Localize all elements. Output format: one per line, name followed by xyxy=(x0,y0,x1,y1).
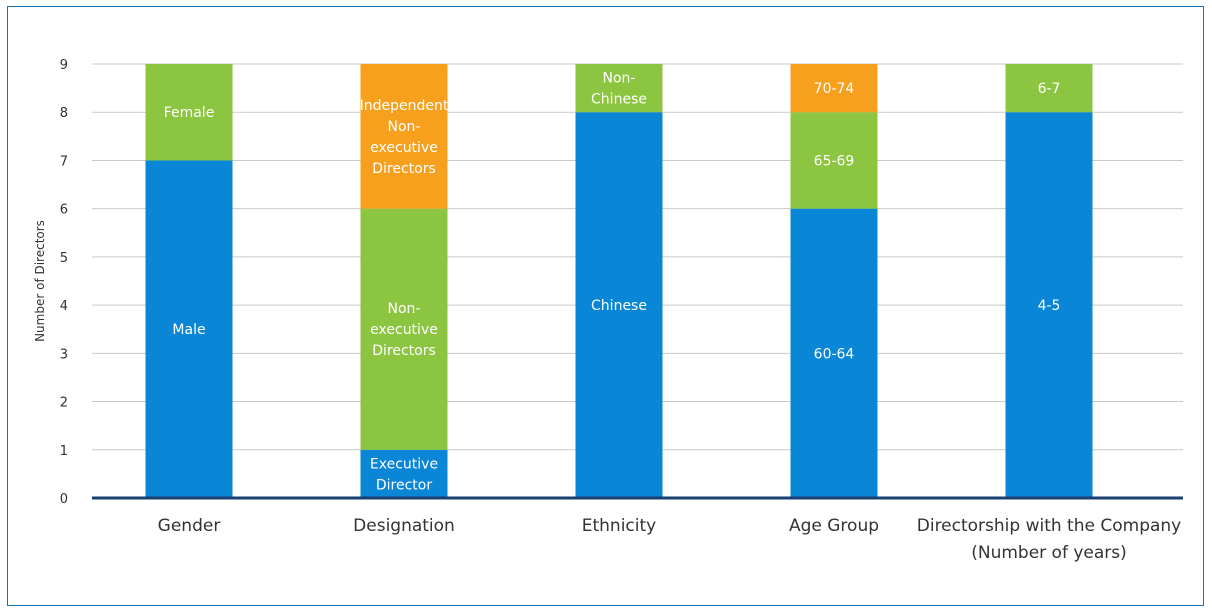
bar-segment xyxy=(790,208,878,498)
data-label: 70-74 xyxy=(814,81,855,97)
chart-frame: 0 1 2 3 4 5 6 7 8 9 Number of Directors Male Female E… xyxy=(7,6,1204,606)
stacked-bar-chart: 0 1 2 3 4 5 6 7 8 9 Number of Directors Male Female E… xyxy=(33,58,1183,563)
category-label-line: Designation xyxy=(353,516,455,536)
data-label-line: Female xyxy=(164,105,215,121)
data-label: Chinese xyxy=(591,298,647,314)
category-label: Designation xyxy=(353,516,455,536)
data-label: Independent Non-executive Directors xyxy=(360,98,449,177)
y-tick-label: 8 xyxy=(60,106,68,121)
category-label: Ethnicity xyxy=(582,516,656,536)
bar-segment xyxy=(575,64,663,113)
bar-segment xyxy=(790,64,878,113)
data-label-line: 6-7 xyxy=(1038,81,1061,97)
category-label-line: Age Group xyxy=(789,516,879,536)
y-axis-label: Number of Directors xyxy=(33,220,47,342)
y-tick-label: 0 xyxy=(60,492,68,507)
y-tick-label: 1 xyxy=(60,444,68,459)
category-label: Age Group xyxy=(789,516,879,536)
data-label-line: Chinese xyxy=(591,92,647,108)
data-label: Non- Chinese xyxy=(591,71,647,108)
bar-segment xyxy=(360,449,448,498)
y-tick-label: 6 xyxy=(60,203,68,218)
data-label: Executive Director xyxy=(370,456,438,493)
data-label-line: Non- xyxy=(388,119,421,135)
data-label-line: Independent xyxy=(360,98,449,114)
data-label-line: 70-74 xyxy=(814,81,855,97)
bar-segment xyxy=(360,64,448,209)
category-label: Gender xyxy=(158,516,221,536)
data-label: Male xyxy=(172,322,205,338)
data-label-line: Chinese xyxy=(591,298,647,314)
data-label-line: 4-5 xyxy=(1038,298,1061,314)
bar-segment xyxy=(360,208,448,450)
data-label-line: 65-69 xyxy=(814,153,855,169)
y-tick-label: 5 xyxy=(60,251,68,266)
data-label-line: executive xyxy=(370,140,438,156)
bar-segment xyxy=(575,112,663,498)
category-label-line: Ethnicity xyxy=(582,516,656,536)
bar-segment xyxy=(790,112,878,209)
y-tick-label: 7 xyxy=(60,154,68,169)
data-label-line: 60-64 xyxy=(814,346,855,362)
y-tick-label: 3 xyxy=(60,347,68,362)
data-label-line: Directors xyxy=(372,343,436,359)
category-label-line: (Number of years) xyxy=(971,543,1127,563)
data-label: 60-64 xyxy=(814,346,855,362)
category-label: Directorship with the Company (Number of … xyxy=(917,516,1182,563)
data-label-line: Male xyxy=(172,322,205,338)
data-label: 6-7 xyxy=(1038,81,1061,97)
y-tick-label: 2 xyxy=(60,396,68,411)
category-label-line: Gender xyxy=(158,516,221,536)
bar-segment xyxy=(145,64,233,161)
data-label-line: Executive xyxy=(370,456,438,472)
bar-segment xyxy=(145,160,233,498)
bar-segment xyxy=(1005,64,1093,113)
data-label-line: Directors xyxy=(372,161,436,177)
data-label-line: executive xyxy=(370,322,438,338)
data-label: Non-executive Directors xyxy=(370,301,438,359)
data-label: Female xyxy=(164,105,215,121)
data-label-line: Non- xyxy=(603,71,636,87)
y-tick-label: 9 xyxy=(60,58,68,73)
data-label-line: Director xyxy=(376,477,432,493)
bar-segment xyxy=(1005,112,1093,498)
data-label: 65-69 xyxy=(814,153,855,169)
data-label-line: Non- xyxy=(388,301,421,317)
data-label: 4-5 xyxy=(1038,298,1061,314)
category-label-line: Directorship with the Company xyxy=(917,516,1182,536)
y-tick-label: 4 xyxy=(60,299,68,314)
